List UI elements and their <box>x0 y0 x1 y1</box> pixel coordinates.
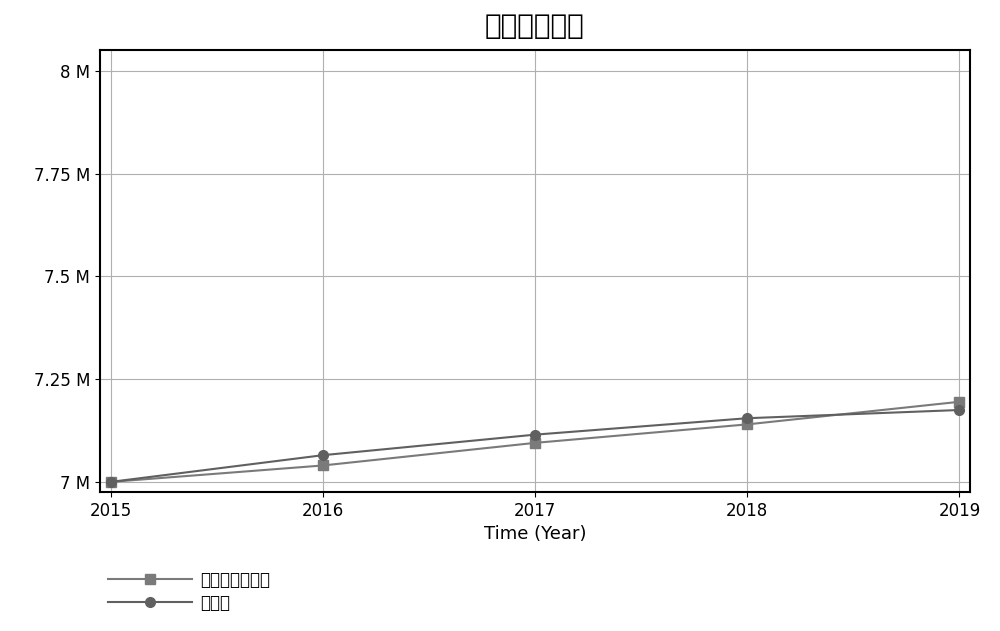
真实値 <box>317 451 329 459</box>
Line: 真实値: 真实値 <box>106 405 964 487</box>
Legend: 人口数：模拟値, 真实値: 人口数：模拟値, 真实値 <box>108 571 270 612</box>
人口数：模拟値 <box>741 421 753 428</box>
X-axis label: Time (Year): Time (Year) <box>484 526 586 543</box>
Line: 人口数：模拟値: 人口数：模拟値 <box>106 397 964 487</box>
人口数：模拟値 <box>953 398 965 406</box>
真实値 <box>741 415 753 422</box>
人口数：模拟値 <box>529 439 541 447</box>
人口数：模拟値 <box>105 478 117 486</box>
人口数：模拟値 <box>317 462 329 469</box>
真实値 <box>953 406 965 414</box>
真实値 <box>105 478 117 486</box>
Title: 人口数（人）: 人口数（人） <box>485 12 585 40</box>
真实値 <box>529 431 541 439</box>
